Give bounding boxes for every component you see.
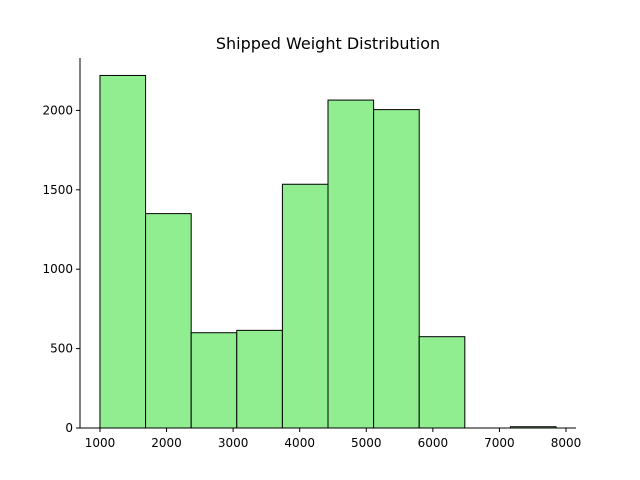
y-tick-label: 1000 xyxy=(42,262,73,276)
x-tick-label: 7000 xyxy=(484,436,515,450)
histogram-bar xyxy=(281,183,329,429)
histogram-bar xyxy=(236,329,283,429)
histogram-bar xyxy=(145,213,192,429)
x-tick-label: 1000 xyxy=(85,436,116,450)
y-tick-label: 1500 xyxy=(42,183,73,197)
x-tick-label: 3000 xyxy=(218,436,249,450)
x-tick-label: 8000 xyxy=(551,436,582,450)
x-tick-label: 4000 xyxy=(284,436,315,450)
chart-title: Shipped Weight Distribution xyxy=(216,34,440,53)
x-tick-label: 2000 xyxy=(151,436,182,450)
x-tick-label: 6000 xyxy=(418,436,449,450)
y-axis-ticks: 0 500 1000 1500 2000 xyxy=(42,103,80,435)
y-tick-label: 2000 xyxy=(42,103,73,117)
histogram-bar xyxy=(327,99,375,429)
histogram-bar xyxy=(99,74,147,429)
y-tick-label: 500 xyxy=(50,342,73,356)
y-tick-label: 0 xyxy=(65,421,73,435)
bars-group xyxy=(99,74,557,429)
histogram-bar xyxy=(373,109,420,429)
x-axis-ticks: 1000 2000 3000 4000 5000 6000 7000 8000 xyxy=(85,428,582,450)
histogram-bar xyxy=(418,336,466,429)
histogram-bar xyxy=(190,332,238,429)
x-tick-label: 5000 xyxy=(351,436,382,450)
